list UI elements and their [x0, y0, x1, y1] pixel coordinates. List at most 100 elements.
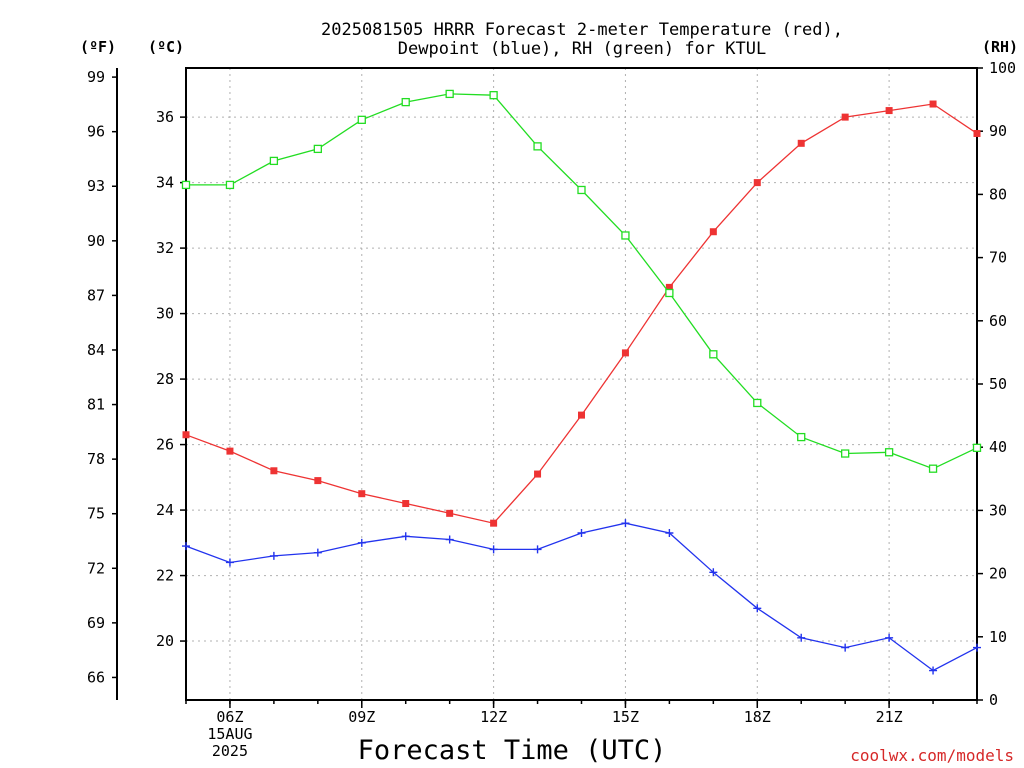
rh-point	[313, 144, 322, 154]
celsius-tick-label: 26	[156, 436, 174, 454]
rh-point	[489, 91, 498, 100]
fahrenheit-tick-label: 75	[87, 505, 105, 523]
temperature-point	[226, 447, 234, 455]
temperature-point	[885, 107, 893, 115]
dewpoint-point	[709, 568, 718, 577]
fahrenheit-tick-label: 87	[87, 286, 105, 304]
dewpoint-point	[973, 643, 981, 652]
rh-point	[181, 180, 191, 190]
temperature-point	[797, 139, 805, 147]
x-tick-label: 18Z	[744, 708, 771, 726]
rh-tick-label: 0	[989, 691, 998, 709]
dewpoint-line	[185, 522, 978, 672]
fahrenheit-tick-label: 66	[87, 668, 105, 686]
rh-point	[665, 288, 674, 298]
rh-point	[884, 448, 894, 457]
axes: 66 69 72 75 78 81 84 87 90 93 96 99 20 22 24 26 28 30 32 34…	[87, 59, 1016, 760]
rh-tick-label: 80	[989, 185, 1007, 203]
rh-tick-label: 20	[989, 565, 1007, 583]
dewpoint-point	[797, 633, 806, 642]
plot-frame	[185, 67, 978, 701]
celsius-tick-label: 30	[156, 305, 174, 323]
series-rh	[181, 89, 982, 473]
dewpoint-point	[401, 532, 410, 541]
dewpoint-point	[885, 633, 894, 642]
temperature-point	[446, 509, 454, 517]
rh-tick-label: 50	[989, 375, 1007, 393]
celsius-tick-label: 36	[156, 108, 174, 126]
dewpoint-point	[489, 545, 498, 554]
dewpoint-point	[533, 545, 542, 554]
grid-lines	[186, 68, 977, 700]
dewpoint-point	[182, 542, 190, 551]
rh-point	[709, 350, 718, 359]
temperature-point	[358, 490, 366, 498]
celsius-tick-label: 24	[156, 501, 174, 519]
rh-point	[445, 89, 454, 99]
rh-tick-label: 100	[989, 59, 1016, 77]
series-temperature	[182, 100, 981, 527]
celsius-unit-label: (ºC)	[148, 38, 184, 56]
x-tick-label: 09Z	[348, 708, 375, 726]
temperature-point	[709, 228, 717, 236]
x-tick-label: 12Z	[480, 708, 507, 726]
dewpoint-point	[577, 528, 586, 537]
rh-tick-label: 60	[989, 312, 1007, 330]
fahrenheit-tick-label: 99	[87, 68, 105, 86]
x-tick-label: 21Z	[876, 708, 903, 726]
rh-point	[753, 398, 762, 408]
rh-point	[357, 115, 366, 124]
x-tick-label: 15AUG	[207, 725, 252, 743]
rh-tick-label: 90	[989, 122, 1007, 140]
temperature-point	[665, 283, 673, 291]
x-tick-label: 2025	[212, 742, 248, 760]
rh-tick-label: 70	[989, 249, 1007, 267]
data-series	[181, 89, 982, 675]
x-tick-label: 15Z	[612, 708, 639, 726]
rh-tick-label: 10	[989, 628, 1007, 646]
rh-unit-label: (RH)	[982, 38, 1018, 56]
rh-point	[577, 185, 586, 195]
chart-title-line-1: 2025081505 HRRR Forecast 2-meter Tempera…	[321, 20, 843, 40]
dewpoint-point	[753, 604, 762, 613]
celsius-tick-label: 20	[156, 632, 174, 650]
x-axis-label: Forecast Time (UTC)	[358, 735, 667, 766]
dewpoint-point	[665, 528, 674, 537]
dewpoint-point	[445, 535, 454, 544]
rh-point	[533, 142, 542, 151]
fahrenheit-tick-label: 69	[87, 614, 105, 632]
rh-point	[928, 464, 938, 473]
temperature-point	[929, 100, 937, 108]
credit-text: coolwx.com/models	[850, 746, 1014, 765]
rh-point	[401, 97, 410, 107]
fahrenheit-tick-label: 96	[87, 123, 105, 141]
celsius-tick-label: 28	[156, 370, 174, 388]
dewpoint-point	[313, 548, 322, 557]
temperature-point	[578, 411, 585, 419]
rh-point	[225, 180, 235, 190]
rh-tick-label: 40	[989, 438, 1007, 456]
dewpoint-point	[225, 558, 234, 567]
fahrenheit-tick-label: 90	[87, 232, 105, 250]
temperature-point	[314, 477, 322, 485]
celsius-tick-label: 22	[156, 567, 174, 585]
rh-point	[841, 449, 850, 458]
dewpoint-point	[621, 519, 630, 528]
temperature-point	[534, 470, 542, 478]
fahrenheit-tick-label: 78	[87, 450, 105, 468]
dewpoint-point	[841, 643, 850, 652]
temperature-point	[841, 113, 849, 121]
rh-point	[269, 156, 279, 166]
fahrenheit-tick-label: 81	[87, 396, 105, 414]
dewpoint-point	[269, 551, 278, 560]
fahrenheit-tick-label: 72	[87, 559, 105, 577]
chart-title-line-2: Dewpoint (blue), RH (green) for KTUL	[398, 39, 766, 59]
rh-point	[797, 432, 806, 442]
x-tick-label: 06Z	[216, 708, 243, 726]
dewpoint-point	[929, 666, 938, 675]
rh-tick-label: 30	[989, 501, 1007, 519]
fahrenheit-unit-label: (ºF)	[80, 38, 116, 56]
celsius-tick-label: 34	[156, 174, 174, 192]
fahrenheit-tick-label: 84	[87, 341, 105, 359]
temperature-point	[182, 431, 190, 439]
